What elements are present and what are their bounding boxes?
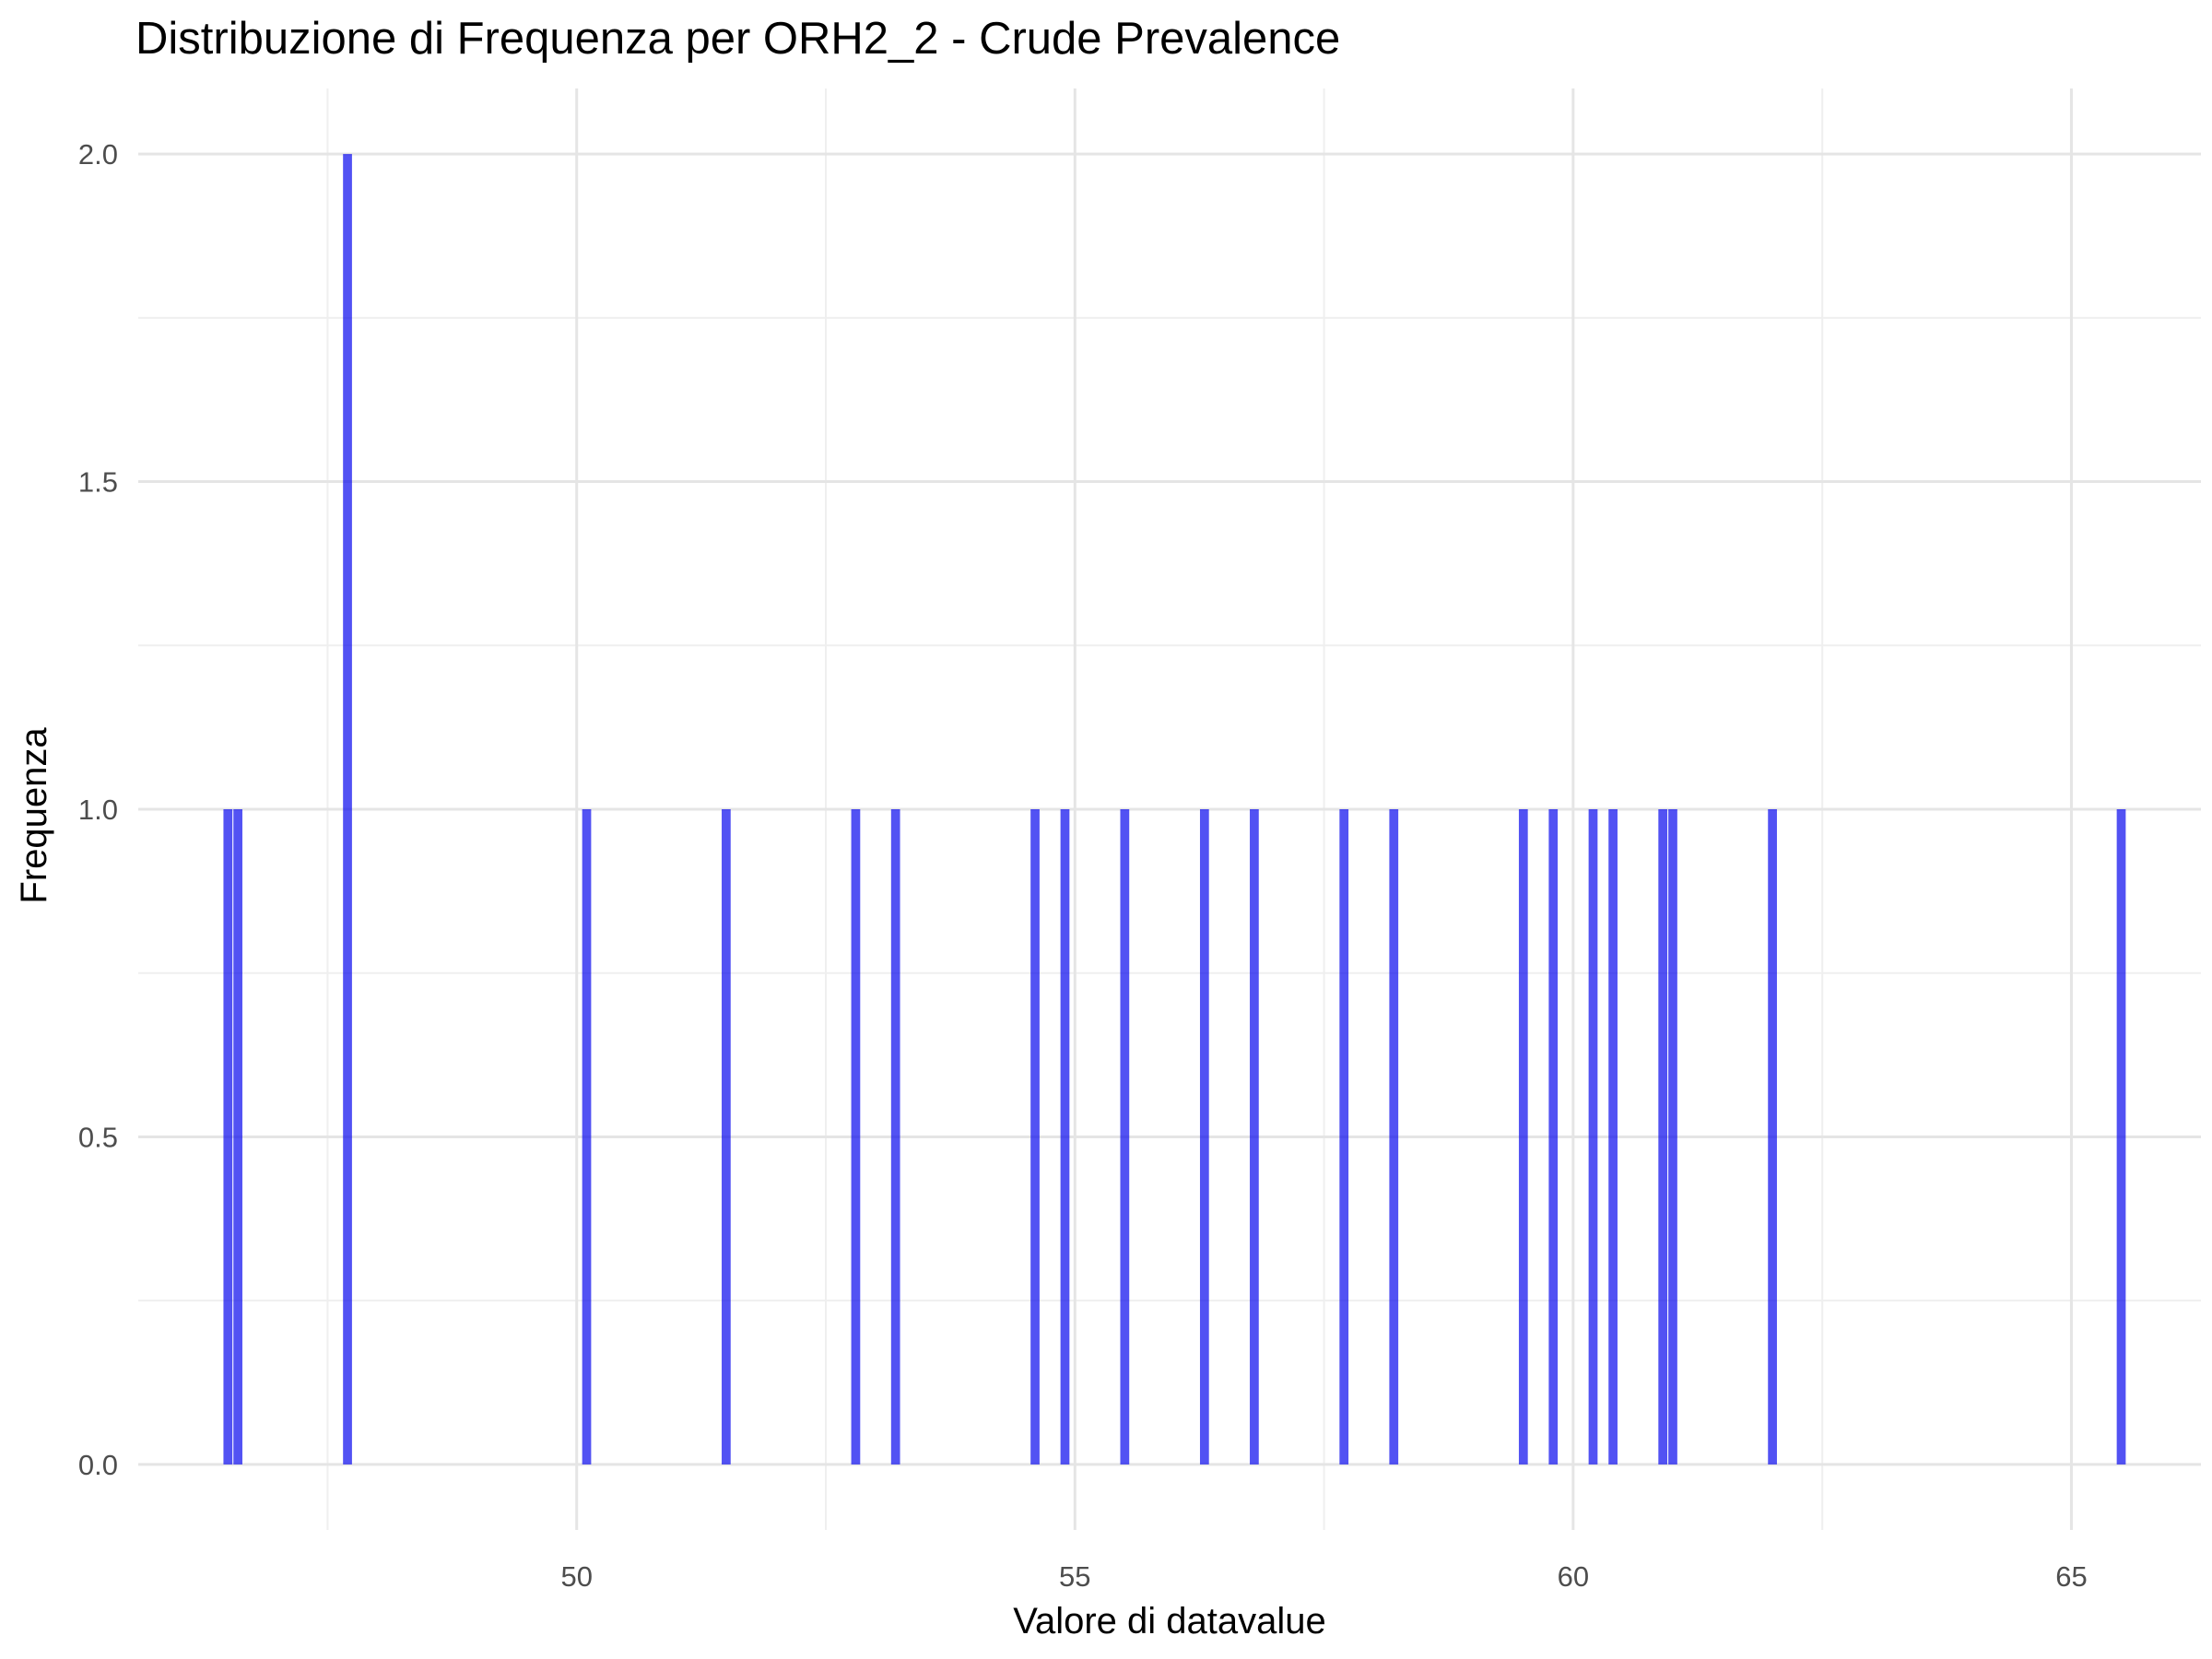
histogram-bar: [1389, 809, 1399, 1465]
histogram-bar: [2116, 809, 2126, 1465]
histogram-bar: [1588, 809, 1598, 1465]
bar-series: [223, 154, 2126, 1465]
chart-title: Distribuzione di Frequenza per ORH2_2 - …: [135, 14, 1340, 64]
histogram-bar: [1120, 809, 1130, 1465]
minor-gridlines: [138, 88, 2201, 1530]
x-axis-tick-labels: 50 55 60 65: [560, 1560, 2087, 1593]
histogram-bar: [1658, 809, 1668, 1465]
histogram-bar: [343, 154, 352, 1465]
histogram-bar: [1250, 809, 1259, 1465]
y-tick-label: 2.0: [78, 138, 118, 171]
y-axis-tick-labels: 0.0 0.5 1.0 1.5 2.0: [78, 138, 118, 1481]
y-tick-label: 1.5: [78, 466, 118, 499]
histogram-bar: [1339, 809, 1349, 1465]
x-axis-title: Valore di datavalue: [1013, 1601, 1326, 1641]
y-axis-title: Frequenza: [14, 727, 54, 904]
x-tick-label: 65: [2055, 1560, 2087, 1593]
histogram-bar: [1608, 809, 1618, 1465]
x-tick-label: 55: [1059, 1560, 1090, 1593]
histogram-bar: [1518, 809, 1528, 1465]
y-tick-label: 0.5: [78, 1121, 118, 1153]
histogram-bar: [851, 809, 861, 1465]
y-tick-label: 0.0: [78, 1449, 118, 1481]
histogram-bar: [1668, 809, 1677, 1465]
histogram-bar: [1768, 809, 1777, 1465]
histogram-bar: [722, 809, 731, 1465]
histogram-bar: [1030, 809, 1040, 1465]
histogram-bar: [890, 809, 900, 1465]
x-tick-label: 60: [1558, 1560, 1589, 1593]
major-gridlines: [138, 88, 2201, 1530]
histogram-bar: [1199, 809, 1209, 1465]
histogram-bar: [582, 809, 592, 1465]
histogram-bar: [1060, 809, 1070, 1465]
x-tick-label: 50: [560, 1560, 592, 1593]
y-tick-label: 1.0: [78, 794, 118, 826]
histogram-bar: [233, 809, 242, 1465]
histogram-bar: [1548, 809, 1559, 1465]
histogram-bar: [223, 809, 233, 1465]
